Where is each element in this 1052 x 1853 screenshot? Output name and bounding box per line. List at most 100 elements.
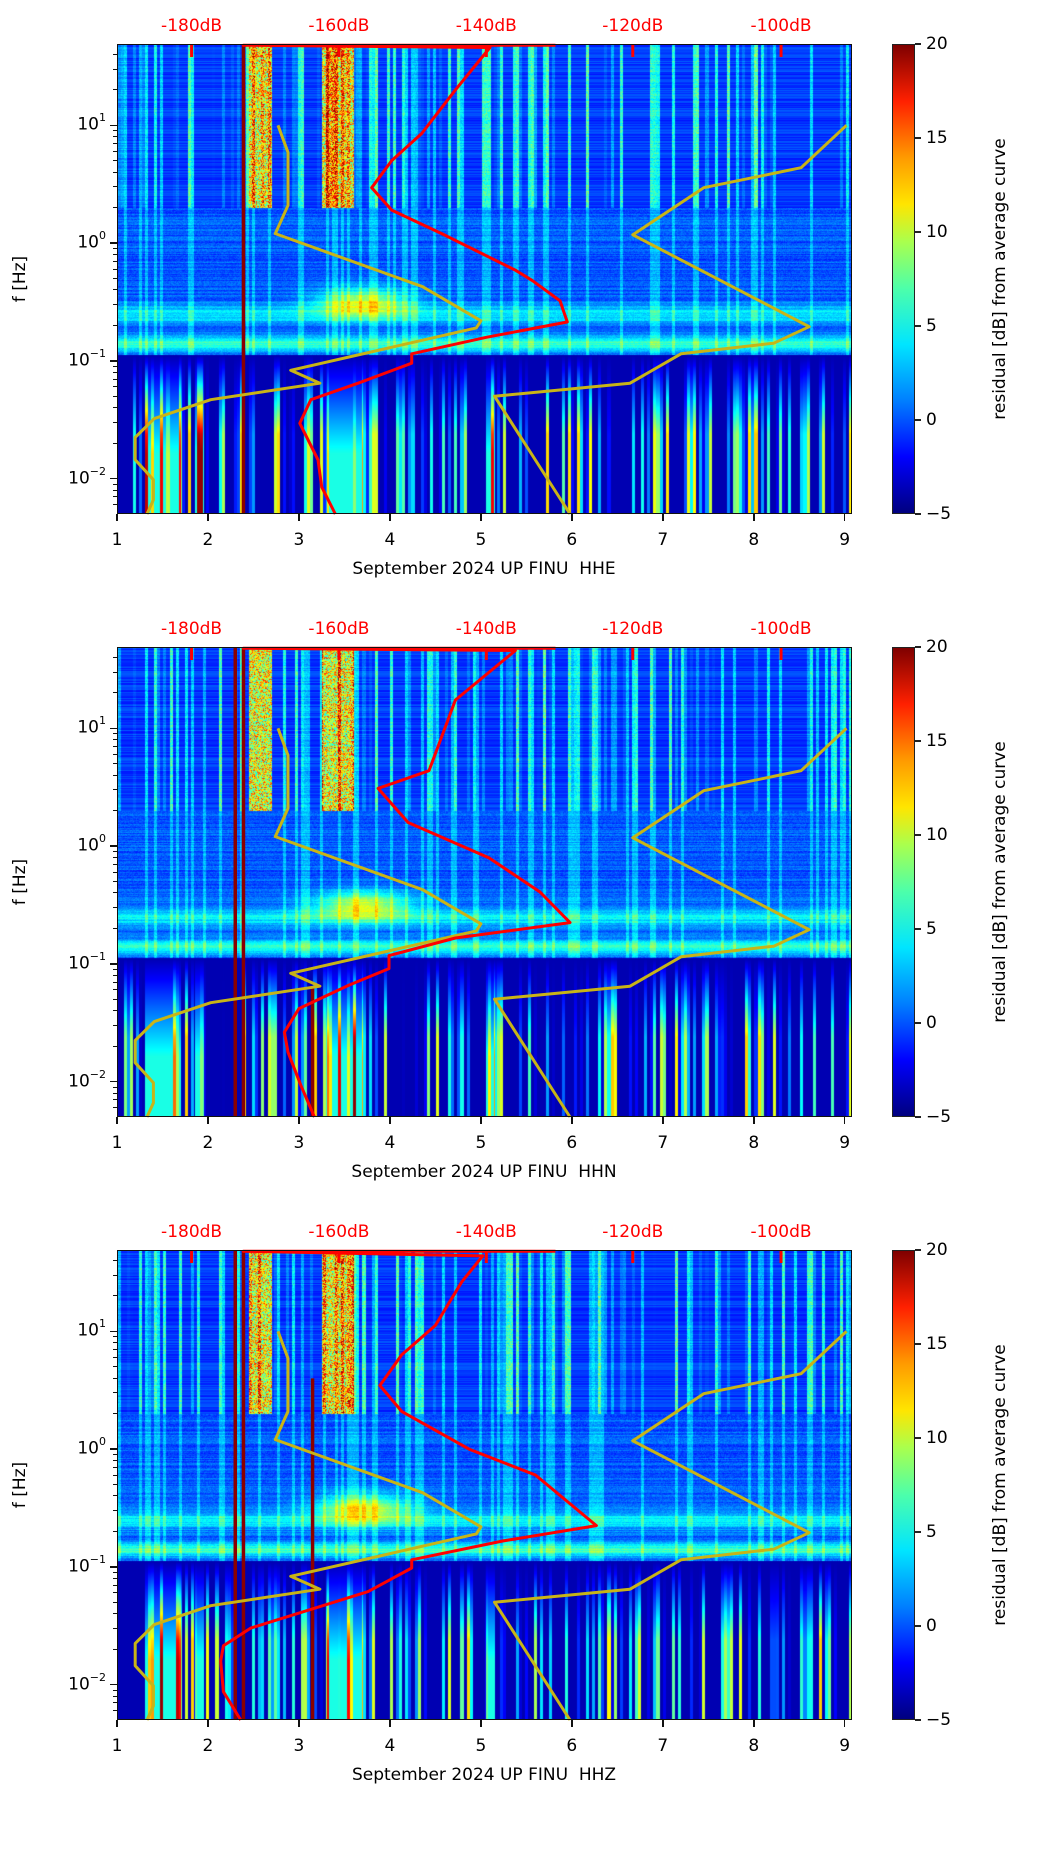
x-tick-label: 6 — [566, 1736, 577, 1756]
y-minor-tick — [113, 69, 117, 70]
colorbar-label: residual [dB] from average curve — [990, 138, 1010, 419]
y-minor-tick — [113, 1649, 117, 1650]
y-tick-label: 10−1 — [68, 952, 106, 974]
x-tick-label: 5 — [475, 1736, 486, 1756]
y-major-tick — [110, 1684, 117, 1686]
x-tick-label: 3 — [294, 1736, 305, 1756]
y-tick-base: 10 — [77, 836, 99, 856]
y-tick-base: 10 — [68, 1071, 90, 1091]
x-major-tick — [207, 1720, 209, 1727]
x-tick-label: 3 — [294, 530, 305, 550]
x-tick-label: 7 — [657, 530, 668, 550]
y-minor-tick — [113, 1510, 117, 1511]
x-major-tick — [207, 514, 209, 521]
y-minor-tick — [113, 396, 117, 397]
median-psd-curve — [221, 1251, 597, 1720]
colorbar-tick — [915, 513, 921, 515]
overlay-curves — [117, 647, 852, 1117]
y-minor-tick — [113, 851, 117, 852]
y-minor-tick — [113, 1592, 117, 1593]
y-minor-tick — [113, 254, 117, 255]
x-major-tick — [662, 1720, 664, 1727]
y-minor-tick — [113, 261, 117, 262]
y-tick-label: 100 — [77, 1437, 106, 1459]
y-major-tick — [110, 360, 117, 362]
colorbar — [892, 647, 915, 1117]
y-minor-tick — [113, 379, 117, 380]
x-major-tick — [844, 514, 846, 521]
colorbar-tick-label: 5 — [926, 316, 937, 336]
y-minor-tick — [113, 1628, 117, 1629]
db-scale-label: -180dB — [161, 1222, 222, 1242]
db-scale-label: -160dB — [308, 1222, 369, 1242]
x-tick-label: 7 — [657, 1736, 668, 1756]
y-tick-base: 10 — [77, 1321, 99, 1341]
x-tick-label: 1 — [112, 1736, 123, 1756]
y-minor-tick — [113, 248, 117, 249]
y-minor-tick — [113, 504, 117, 505]
y-minor-tick — [113, 1690, 117, 1691]
y-axis-label: f [Hz] — [10, 859, 30, 905]
colorbar-tick — [915, 1531, 921, 1533]
y-minor-tick — [113, 754, 117, 755]
y-minor-tick — [113, 1010, 117, 1011]
x-major-tick — [480, 1117, 482, 1124]
x-major-tick — [480, 514, 482, 521]
y-minor-tick — [113, 892, 117, 893]
y-tick-exponent: 0 — [99, 832, 106, 845]
y-minor-tick — [113, 1454, 117, 1455]
db-scale-label: -160dB — [308, 619, 369, 639]
y-minor-tick — [113, 1342, 117, 1343]
db-scale-label: -140dB — [456, 619, 517, 639]
y-major-tick — [110, 125, 117, 127]
colorbar-tick-label: −5 — [926, 1710, 951, 1730]
x-major-tick — [753, 1720, 755, 1727]
colorbar-tick-label: 5 — [926, 919, 937, 939]
x-major-tick — [571, 1117, 573, 1124]
db-scale-label: -120dB — [602, 16, 663, 36]
db-scale-label: -100dB — [751, 619, 812, 639]
y-tick-label: 10−2 — [68, 467, 106, 489]
y-minor-tick — [113, 1710, 117, 1711]
colorbar-tick-label: 5 — [926, 1522, 937, 1542]
x-tick-label: 4 — [384, 530, 395, 550]
colorbar-tick — [915, 1116, 921, 1118]
high-noise-model-curve — [495, 728, 847, 1117]
y-axis-label: f [Hz] — [10, 1462, 30, 1508]
y-minor-tick — [113, 325, 117, 326]
low-noise-model-curve — [135, 1331, 481, 1720]
overlay-curves — [117, 44, 852, 514]
colorbar-tick — [915, 1343, 921, 1345]
y-tick-label: 101 — [77, 113, 106, 135]
low-noise-model-curve — [135, 728, 481, 1117]
db-scale-label: -120dB — [602, 1222, 663, 1242]
y-tick-base: 10 — [77, 1439, 99, 1459]
panel-hhe: 101 100 10−1 10−2 1 2 3 4 5 6 7 8 9 -180dB -160dB -140d… — [0, 44, 1052, 647]
y-minor-tick — [113, 1366, 117, 1367]
y-minor-tick — [113, 1099, 117, 1100]
colorbar-tick — [915, 137, 921, 139]
y-minor-tick — [113, 1046, 117, 1047]
y-tick-exponent: −2 — [90, 465, 106, 478]
y-minor-tick — [113, 304, 117, 305]
y-minor-tick — [113, 1602, 117, 1603]
x-major-tick — [116, 1117, 118, 1124]
y-minor-tick — [113, 1336, 117, 1337]
y-tick-exponent: 0 — [99, 229, 106, 242]
y-minor-tick — [113, 657, 117, 658]
x-tick-label: 2 — [203, 1736, 214, 1756]
colorbar-label: residual [dB] from average curve — [990, 1344, 1010, 1625]
y-major-tick — [110, 1448, 117, 1450]
y-minor-tick — [113, 864, 117, 865]
y-minor-tick — [113, 1578, 117, 1579]
y-minor-tick — [113, 672, 117, 673]
y-minor-tick — [113, 1378, 117, 1379]
y-major-tick — [110, 478, 117, 480]
y-minor-tick — [113, 136, 117, 137]
colorbar-tick-label: 0 — [926, 1616, 937, 1636]
colorbar-tick — [915, 1625, 921, 1627]
y-minor-tick — [113, 1087, 117, 1088]
y-minor-tick — [113, 1349, 117, 1350]
x-tick-label: 8 — [748, 530, 759, 550]
colorbar-tick — [915, 646, 921, 648]
